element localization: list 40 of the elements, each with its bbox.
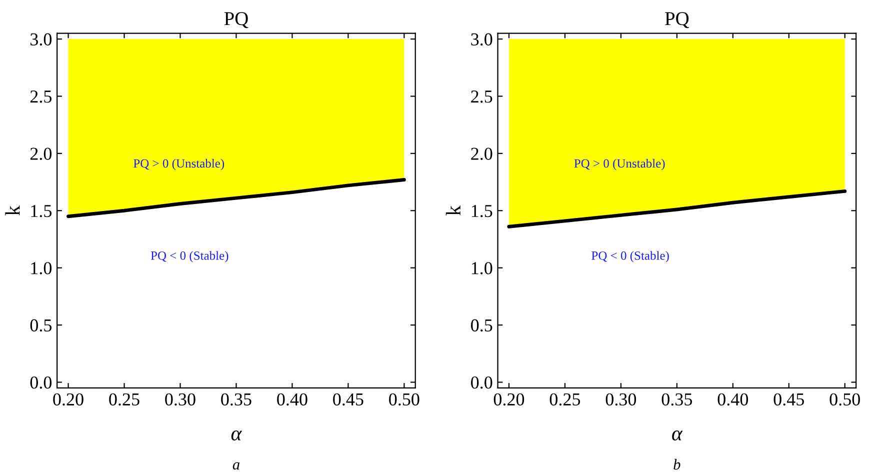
x-tick-label: 0.20 xyxy=(494,393,524,406)
y-tick-label: 3.0 xyxy=(471,33,492,46)
y-tick-label: 2.5 xyxy=(30,90,52,103)
x-axis-title: α xyxy=(672,430,683,441)
y-tick-label: 2.0 xyxy=(30,148,52,160)
x-tick-label: 0.40 xyxy=(277,393,308,406)
chart-title: PQ xyxy=(224,12,248,28)
annotation: PQ < 0 (Stable) xyxy=(592,251,669,262)
x-tick-label: 0.25 xyxy=(550,393,580,406)
y-tick-label: 0.0 xyxy=(30,376,52,389)
text: a xyxy=(232,462,240,470)
y-tick-label: 2.0 xyxy=(471,148,492,160)
x-tick-label: 0.45 xyxy=(333,393,364,406)
x-tick-label: 0.40 xyxy=(718,393,748,406)
y-axis-title: k xyxy=(446,205,460,216)
x-tick-label: 0.50 xyxy=(389,393,420,406)
text: b xyxy=(674,458,680,470)
y-tick-label: 1.0 xyxy=(31,262,52,274)
y-tick-label: 2.5 xyxy=(471,90,492,103)
x-tick-label: 0.35 xyxy=(221,393,252,406)
chart-title: PQ xyxy=(665,12,690,28)
y-tick-label: 0.0 xyxy=(471,376,492,389)
y-tick-label: 1.0 xyxy=(472,262,492,274)
x-tick-label: 0.30 xyxy=(165,393,196,406)
annotation: PQ < 0 (Stable) xyxy=(150,251,228,262)
y-tick-label: 0.5 xyxy=(471,319,492,332)
y-tick-label: 3.0 xyxy=(30,33,52,46)
annotation: PQ > 0 (Unstable) xyxy=(134,158,224,170)
x-tick-label: 0.25 xyxy=(109,393,140,406)
y-tick-label: 0.5 xyxy=(30,319,52,332)
y-axis-title: k xyxy=(5,205,20,216)
x-tick-label: 0.30 xyxy=(606,393,636,406)
x-tick-label: 0.45 xyxy=(774,393,804,406)
y-tick-label: 1.5 xyxy=(472,204,492,218)
y-tick-label: 1.5 xyxy=(31,204,52,218)
x-tick-label: 0.35 xyxy=(662,393,692,406)
annotation: PQ > 0 (Unstable) xyxy=(574,158,665,170)
x-tick-label: 0.20 xyxy=(53,393,84,406)
x-tick-label: 0.50 xyxy=(830,393,860,406)
x-axis-title: α xyxy=(231,430,242,441)
